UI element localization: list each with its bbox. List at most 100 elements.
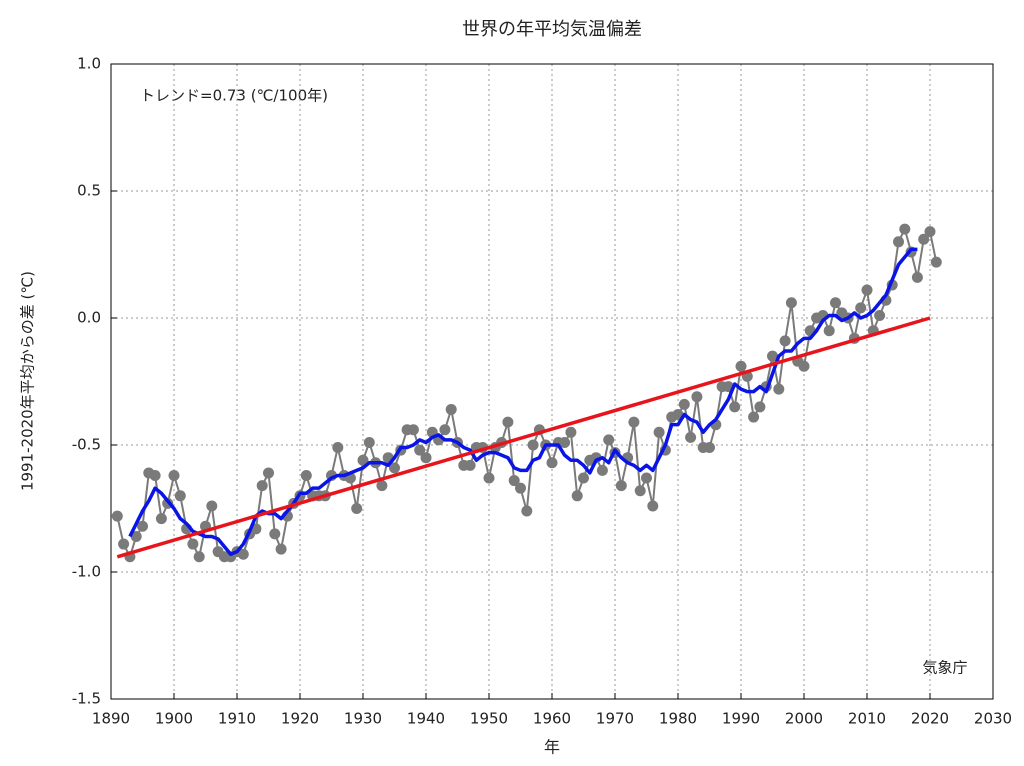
data-point: [137, 520, 148, 532]
data-point: [389, 462, 400, 474]
x-tick-label: 1920: [281, 710, 319, 728]
source: 気象庁: [922, 659, 967, 677]
trend-annotation: トレンド=0.73 (℃/100年): [140, 87, 328, 105]
data-point: [407, 424, 419, 436]
data-point: [861, 284, 873, 296]
data-point: [785, 297, 797, 309]
series-line: [128, 247, 918, 556]
data-point: [748, 411, 760, 423]
data-point: [628, 416, 640, 428]
data-point: [704, 442, 715, 454]
y-tick-label: -0.5: [72, 436, 101, 454]
data-point: [515, 482, 526, 494]
data-point: [729, 401, 741, 413]
series-line: [116, 316, 931, 559]
data-point: [653, 426, 665, 438]
data-point: [237, 548, 249, 560]
data-point: [893, 236, 904, 248]
data-point: [899, 223, 911, 235]
data-point: [767, 350, 778, 362]
data-point: [168, 469, 180, 481]
data-point: [798, 360, 810, 372]
data-point: [830, 297, 841, 309]
plot-frame: [110, 63, 994, 700]
data-point: [275, 543, 287, 555]
x-tick-label: 1900: [155, 710, 193, 728]
data-point: [508, 475, 520, 487]
data-point: [363, 436, 375, 448]
data-point: [546, 457, 558, 469]
data-point: [502, 416, 514, 428]
data-point: [773, 383, 785, 395]
data-point: [615, 480, 627, 492]
x-tick-label: 1980: [659, 710, 697, 728]
data-point: [269, 528, 281, 540]
data-point: [149, 469, 161, 481]
y-tick-label: 0.0: [77, 309, 101, 327]
data-point: [414, 444, 426, 456]
data-point: [735, 360, 747, 372]
data-point: [685, 431, 697, 443]
x-axis-label: 年: [544, 738, 560, 757]
x-tick-label: 1960: [533, 710, 571, 728]
data-point: [754, 401, 766, 413]
data-point: [578, 472, 589, 484]
data-point: [439, 424, 451, 436]
data-point: [874, 309, 886, 321]
data-point: [596, 464, 608, 476]
y-tick-label: 1.0: [77, 55, 101, 73]
x-tick-label: 1910: [218, 710, 256, 728]
data-point: [565, 426, 577, 438]
data-point: [634, 485, 646, 497]
data-point: [559, 436, 571, 448]
data-point: [420, 452, 432, 464]
data-point: [118, 538, 130, 550]
data-point: [263, 467, 274, 479]
chart-title: 世界の年平均気温偏差: [462, 19, 642, 40]
x-tick-label: 1970: [596, 710, 634, 728]
data-point: [924, 226, 936, 238]
x-tick-label: 1950: [470, 710, 508, 728]
x-tick-label: 1940: [407, 710, 445, 728]
x-tick-label: 2030: [974, 710, 1012, 728]
data-point: [483, 472, 495, 484]
data-point: [930, 256, 942, 268]
data-point: [823, 325, 835, 337]
data-point: [918, 233, 930, 245]
x-tick-label: 2020: [911, 710, 949, 728]
data-point: [155, 513, 167, 525]
data-point: [571, 490, 583, 502]
y-axis-label: 1991-2020年平均からの差 (℃): [19, 271, 37, 491]
data-point: [376, 480, 388, 492]
data-point: [641, 472, 652, 484]
data-point: [256, 480, 268, 492]
data-point: [691, 391, 703, 403]
data-point: [527, 439, 539, 451]
data-point: [464, 459, 476, 471]
data-point: [174, 490, 186, 502]
x-tick-label: 1930: [344, 710, 382, 728]
data-point: [521, 505, 533, 517]
data-point: [357, 454, 369, 466]
data-point: [779, 335, 791, 347]
data-point: [603, 434, 615, 446]
x-tick-label: 1890: [92, 710, 130, 728]
data-point: [855, 302, 867, 314]
y-tick-label: 0.5: [77, 182, 101, 200]
x-tick-label: 1990: [722, 710, 760, 728]
data-point: [187, 538, 199, 550]
data-point: [678, 398, 690, 410]
data-point: [111, 510, 123, 522]
y-tick-label: -1.0: [72, 563, 101, 581]
x-tick-label: 2000: [785, 710, 823, 728]
x-tick-label: 2010: [848, 710, 886, 728]
data-point: [193, 551, 205, 563]
data-point: [911, 271, 923, 283]
y-tick-label: -1.5: [72, 690, 101, 708]
data-point: [206, 500, 218, 512]
data-point: [130, 530, 142, 542]
data-point: [351, 503, 363, 514]
data-point: [300, 469, 312, 481]
data-point: [332, 442, 344, 454]
